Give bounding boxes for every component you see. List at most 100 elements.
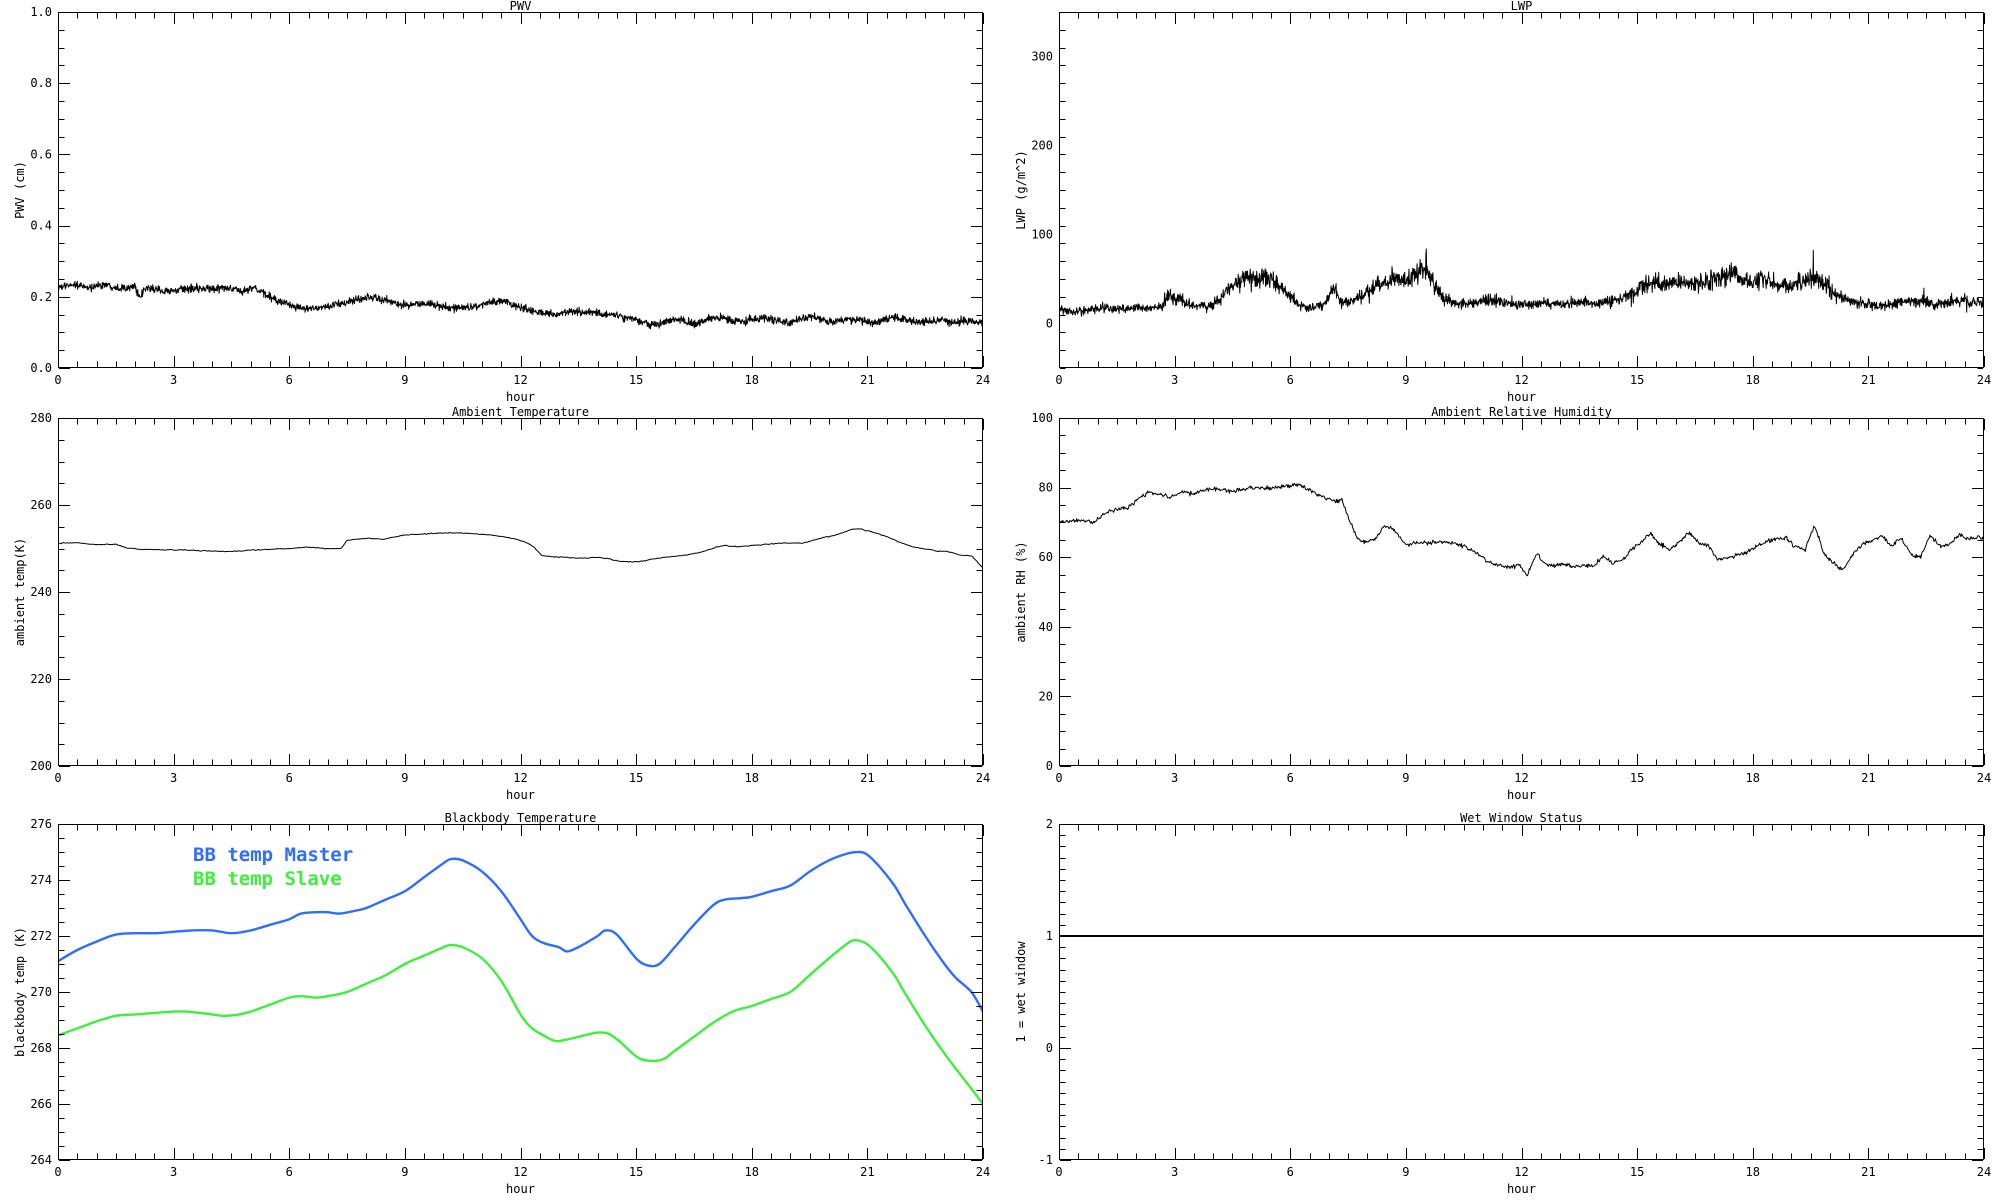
svg-text:15: 15 [1630,771,1644,785]
legend-bb-temp-master: BB temp Master [193,844,354,866]
lwp-title: LWP [1510,0,1533,13]
ambient_relative_humidity-tick-labels: 0 3 6 9 12 15 18 21 24 0 20 40 60 80 100 [1031,411,1991,785]
svg-text:0: 0 [1055,771,1062,785]
svg-text:12: 12 [513,373,527,387]
blackbody-title: Blackbody Temperature [444,811,597,825]
blackbody_temperature-tick-labels: 0 3 6 9 12 15 18 21 24 264 266 268 270 272 274 276 [30,817,990,1179]
svg-text:0: 0 [1055,1165,1062,1179]
svg-text:2: 2 [1046,817,1053,831]
wet-window-title: Wet Window Status [1460,811,1583,825]
svg-text:12: 12 [1514,771,1528,785]
svg-text:1: 1 [1046,929,1053,943]
svg-text:274: 274 [30,873,52,887]
svg-text:0.2: 0.2 [30,290,52,304]
ambient-temp-title: Ambient Temperature [451,405,590,419]
ambient-rh-title: Ambient Relative Humidity [1431,405,1612,419]
svg-text:9: 9 [1402,1165,1409,1179]
ambient-rh-yaxis-label: ambient RH (%) [1014,541,1028,643]
lwp-axes [1059,12,1985,369]
svg-text:18: 18 [1746,373,1760,387]
svg-text:15: 15 [1630,1165,1644,1179]
pwv-yaxis-label: PWV (cm) [13,161,27,219]
pwv-axes [58,12,984,369]
svg-text:21: 21 [1861,771,1875,785]
series-bb-temp-master [58,850,983,1013]
svg-text:280: 280 [30,411,52,425]
wet_window_status-axes [1059,824,1985,1161]
ambient_relative_humidity-axes [1059,418,1985,767]
svg-text:0: 0 [1046,1041,1053,1055]
svg-text:3: 3 [1171,771,1178,785]
svg-text:100: 100 [1031,411,1053,425]
svg-text:200: 200 [1031,139,1053,153]
svg-text:80: 80 [1039,481,1053,495]
series-pwv [58,280,983,330]
svg-text:60: 60 [1039,550,1053,564]
svg-text:0: 0 [1055,373,1062,387]
svg-text:15: 15 [629,771,643,785]
series-lwp [1059,248,1984,317]
lwp-tick-labels: 0 3 6 9 12 15 18 21 24 0 100 200 300 [1031,50,1991,388]
svg-text:21: 21 [1861,1165,1875,1179]
svg-text:3: 3 [170,373,177,387]
svg-text:12: 12 [1514,1165,1528,1179]
svg-text:0: 0 [1046,317,1053,331]
svg-text:3: 3 [1171,373,1178,387]
svg-text:21: 21 [860,771,874,785]
ambient_temperature-axes [58,418,984,767]
wet-window-xaxis-label: hour [1507,1182,1536,1196]
svg-text:0: 0 [54,771,61,785]
svg-text:270: 270 [30,985,52,999]
svg-text:18: 18 [1746,1165,1760,1179]
blackbody_temperature-axes [58,824,984,1161]
svg-text:3: 3 [1171,1165,1178,1179]
svg-text:276: 276 [30,817,52,831]
svg-text:6: 6 [286,771,293,785]
svg-text:9: 9 [401,373,408,387]
svg-text:24: 24 [976,771,990,785]
svg-text:9: 9 [401,771,408,785]
svg-text:6: 6 [1287,1165,1294,1179]
legend-bb-temp-slave: BB temp Slave [193,868,342,890]
svg-text:20: 20 [1039,689,1053,703]
lwp-xaxis-label: hour [1507,390,1536,404]
blackbody-yaxis-label: blackbody temp (K) [13,926,27,1058]
svg-text:0.6: 0.6 [30,147,52,161]
svg-text:24: 24 [976,1165,990,1179]
ambient-temp-xaxis-label: hour [506,788,535,802]
svg-text:0.4: 0.4 [30,219,52,233]
ambient_temperature-tick-labels: 0 3 6 9 12 15 18 21 24 200 220 240 260 280 [30,411,990,785]
svg-text:21: 21 [860,373,874,387]
svg-text:300: 300 [1031,50,1053,64]
svg-text:12: 12 [513,771,527,785]
svg-text:18: 18 [745,771,759,785]
svg-text:12: 12 [513,1165,527,1179]
svg-text:3: 3 [170,1165,177,1179]
svg-text:6: 6 [286,373,293,387]
svg-text:260: 260 [30,498,52,512]
svg-text:220: 220 [30,672,52,686]
svg-text:6: 6 [286,1165,293,1179]
svg-text:21: 21 [860,1165,874,1179]
svg-text:9: 9 [1402,373,1409,387]
ambient-rh-xaxis-label: hour [1507,788,1536,802]
svg-text:0: 0 [54,373,61,387]
svg-text:9: 9 [1402,771,1409,785]
svg-text:24: 24 [1977,771,1991,785]
svg-text:-1: -1 [1039,1153,1053,1167]
svg-text:100: 100 [1031,228,1053,242]
svg-text:268: 268 [30,1041,52,1055]
svg-text:18: 18 [1746,771,1760,785]
pwv-xaxis-label: hour [506,390,535,404]
svg-text:9: 9 [401,1165,408,1179]
svg-text:24: 24 [1977,373,1991,387]
blackbody-xaxis-label: hour [506,1182,535,1196]
svg-text:200: 200 [30,759,52,773]
svg-text:1.0: 1.0 [30,5,52,19]
pwv-tick-labels: 0 3 6 9 12 15 18 21 24 0.0 0.2 0.4 0.6 0.8 1.0 [30,5,990,387]
svg-text:0.0: 0.0 [30,361,52,375]
svg-text:240: 240 [30,585,52,599]
svg-text:24: 24 [976,373,990,387]
svg-text:6: 6 [1287,771,1294,785]
